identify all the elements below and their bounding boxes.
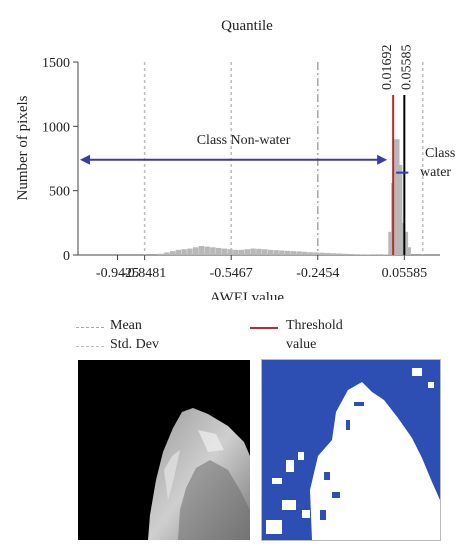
histogram-bar bbox=[365, 254, 371, 255]
histogram-bar bbox=[181, 249, 187, 255]
histogram-bar bbox=[342, 253, 348, 255]
histogram-bar bbox=[394, 139, 400, 255]
legend-threshold-label-line2: value bbox=[286, 337, 317, 352]
histogram-bar bbox=[215, 247, 222, 255]
y-tick-label: 1500 bbox=[42, 56, 70, 71]
histogram-bar bbox=[319, 252, 325, 255]
histogram-bar bbox=[313, 252, 320, 255]
x-tick-label: -0.8481 bbox=[123, 266, 166, 281]
x-tick-label: -0.5467 bbox=[210, 266, 253, 281]
non-water-arrowhead-right bbox=[377, 154, 388, 165]
histogram-bar bbox=[388, 231, 394, 255]
chart-title: Quantile bbox=[221, 18, 273, 34]
histogram-bar bbox=[261, 249, 268, 255]
x-tick-label: -0.2454 bbox=[296, 266, 339, 281]
histogram-bar bbox=[250, 248, 256, 255]
y-tick-label: 1000 bbox=[42, 120, 70, 135]
histogram-bar bbox=[267, 249, 274, 255]
histogram-bar bbox=[192, 247, 199, 255]
grayscale-awei-image bbox=[78, 360, 250, 540]
histogram-bar bbox=[169, 251, 176, 255]
class-water-label-line2: water bbox=[420, 165, 451, 180]
x-tick-label: -0.9425 bbox=[96, 266, 139, 281]
histogram-bar bbox=[325, 252, 331, 255]
histogram-bar bbox=[399, 222, 406, 255]
histogram-bar bbox=[158, 253, 164, 255]
legend-threshold-swatch bbox=[250, 327, 278, 329]
histogram-bar bbox=[279, 250, 285, 255]
class-non-water-label: Class Non-water bbox=[197, 133, 291, 148]
histogram-bar bbox=[175, 249, 182, 255]
histogram-chart: Quantile Number of pixels AWEI value 0 50… bbox=[15, 18, 455, 300]
histogram-bar bbox=[296, 251, 302, 255]
legend-std-dev-label: Std. Dev bbox=[110, 337, 159, 352]
histogram-bar bbox=[244, 249, 251, 255]
histogram-bar bbox=[353, 254, 360, 255]
histogram-bar bbox=[238, 249, 245, 255]
histogram-bar bbox=[348, 253, 354, 255]
histogram-bar bbox=[227, 249, 233, 255]
y-tick-label: 500 bbox=[49, 185, 70, 200]
water-classification-map bbox=[261, 359, 441, 541]
histogram-bar bbox=[396, 164, 403, 255]
x-axis-label: AWEI value bbox=[210, 290, 285, 300]
histogram-bar bbox=[402, 231, 409, 255]
histogram-bar bbox=[359, 254, 366, 255]
histogram-bar bbox=[210, 247, 216, 255]
histogram-bar bbox=[221, 248, 228, 255]
class-water-label-line1: Class bbox=[425, 146, 455, 161]
histogram-bar bbox=[405, 247, 411, 255]
histogram-bar bbox=[256, 248, 262, 255]
histogram-bar bbox=[382, 254, 388, 255]
x-tick-label: 0.05585 bbox=[382, 266, 428, 281]
threshold-value-label: 0.01692 bbox=[380, 45, 395, 91]
histogram-bar bbox=[307, 252, 314, 255]
histogram-bar bbox=[204, 246, 210, 255]
histogram-bar bbox=[233, 249, 239, 255]
legend-threshold-label-line1: Threshold bbox=[286, 318, 343, 333]
legend-std-dev-swatch bbox=[76, 346, 104, 347]
y-tick-label: 0 bbox=[63, 249, 70, 264]
histogram-bar bbox=[284, 250, 291, 255]
histogram-bar bbox=[290, 251, 297, 255]
histogram-bar bbox=[164, 252, 170, 255]
histogram-bar bbox=[330, 253, 337, 255]
legend-mean-label: Mean bbox=[110, 318, 142, 333]
legend-mean-swatch bbox=[76, 327, 104, 328]
threshold-value-label: 0.05585 bbox=[399, 45, 414, 91]
histogram-bar bbox=[336, 253, 343, 255]
non-water-arrowhead-left bbox=[80, 154, 90, 165]
y-axis-label: Number of pixels bbox=[15, 95, 31, 200]
histogram-bar bbox=[302, 251, 308, 255]
histogram-bar bbox=[187, 248, 193, 255]
histogram-bar bbox=[198, 245, 205, 255]
histogram-bar bbox=[273, 250, 279, 255]
